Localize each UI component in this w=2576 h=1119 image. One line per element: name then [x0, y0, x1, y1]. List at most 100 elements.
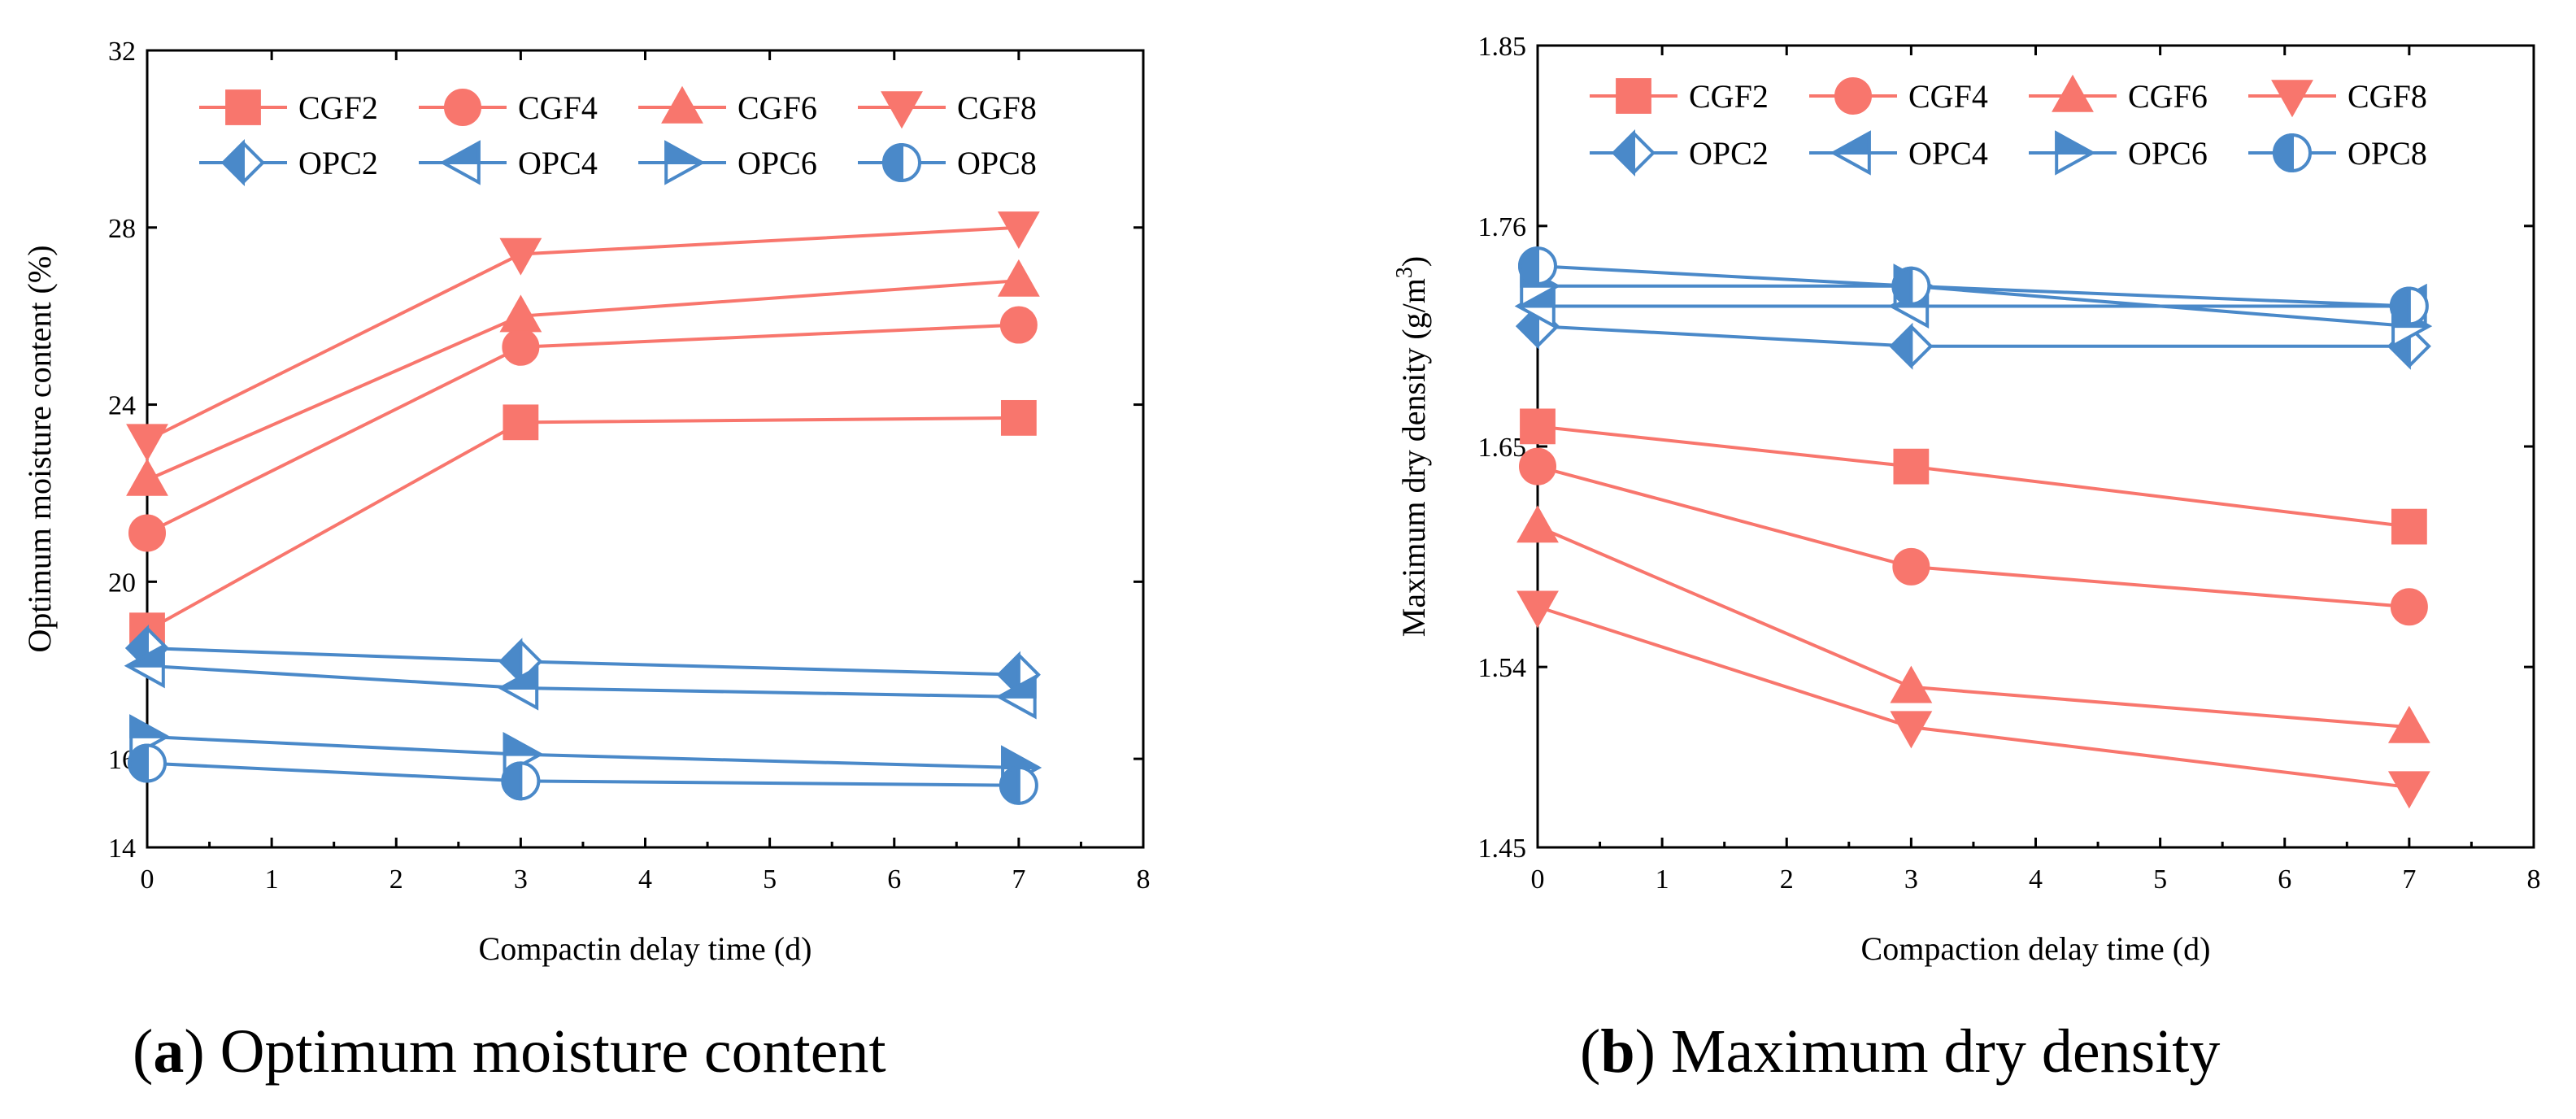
x-tick-label: 7 [2402, 864, 2416, 895]
series-cgf2 [129, 399, 1037, 649]
legend-item-cgf2: CGF2 [1590, 78, 1769, 115]
legend-marker [881, 91, 923, 129]
legend-item-cgf2: CGF2 [199, 89, 378, 126]
x-tick-label: 0 [141, 864, 154, 895]
legend-marker [1834, 77, 1872, 115]
legend-marker [439, 140, 481, 185]
y-tick-label: 1.54 [1478, 653, 1527, 683]
series-cgf4 [1519, 447, 2428, 626]
legend-item-opc4: OPC4 [1809, 130, 1988, 176]
data-point [997, 211, 1040, 250]
data-point [997, 259, 1040, 297]
series-line [1537, 605, 2410, 790]
legend-label: CGF4 [518, 89, 598, 126]
x-tick-label: 7 [1012, 864, 1025, 895]
data-point [1890, 665, 1933, 703]
data-point [499, 294, 542, 333]
data-point [1520, 408, 1556, 445]
y-tick-label: 24 [108, 391, 136, 421]
y-tick-label: 1.65 [1478, 433, 1527, 463]
legend-label: OPC6 [738, 145, 817, 181]
data-point [1519, 447, 1556, 485]
series-line [1537, 525, 2410, 729]
legend-label: OPC8 [957, 145, 1037, 181]
data-point [126, 458, 168, 496]
data-point [1891, 266, 1931, 306]
legend-marker [220, 138, 266, 187]
legend-label: CGF2 [298, 89, 378, 126]
caption-paren-open: ( [133, 1017, 153, 1086]
legend-marker [444, 89, 481, 126]
legend-label: CGF8 [2348, 78, 2427, 115]
series-cgf4 [128, 306, 1038, 552]
series-cgf6 [126, 259, 1040, 496]
legend-item-cgf4: CGF4 [1809, 77, 1988, 115]
series-line [146, 734, 1019, 769]
legend-item-opc6: OPC6 [2029, 130, 2208, 176]
x-tick-label: 4 [2029, 864, 2043, 895]
legend-marker [1616, 78, 1651, 114]
series-line [146, 279, 1020, 481]
legend-label: CGF6 [2128, 78, 2208, 115]
caption-text: Optimum moisture content [205, 1017, 886, 1086]
y-tick-label: 28 [108, 214, 136, 244]
legend-label: OPC4 [518, 145, 598, 181]
series-cgf8 [1516, 590, 2430, 809]
legend-label: OPC4 [1908, 135, 1988, 172]
legend-item-opc4: OPC4 [419, 140, 598, 185]
legend-item-opc2: OPC2 [199, 138, 378, 187]
x-axis-label: Compactin delay time (d) [479, 930, 812, 967]
y-tick-label: 1.76 [1478, 212, 1527, 242]
series-cgf8 [126, 211, 1040, 462]
caption-paren-close: ) [1635, 1017, 1656, 1086]
legend-marker [2271, 80, 2313, 118]
y-tick-label: 1.85 [1478, 32, 1527, 62]
y-axis-label-main: Optimum moisture content (%) [21, 245, 58, 652]
x-tick-label: 3 [514, 864, 528, 895]
series-line [146, 647, 1019, 677]
series-opc4 [124, 643, 1037, 720]
data-point [1889, 322, 1934, 370]
data-point [502, 328, 540, 366]
legend-marker [2052, 74, 2094, 112]
series-line [146, 416, 1019, 632]
legend: CGF2 CGF4 CGF6 CGF8 OPC2 OPC4 OPC6 OPC8 [1590, 74, 2427, 177]
series-line [1537, 324, 2409, 348]
data-point [1516, 590, 1559, 629]
data-point [1893, 448, 1930, 485]
series-line [146, 323, 1019, 535]
legend-label: OPC6 [2128, 135, 2208, 172]
caption-letter: a [153, 1017, 184, 1086]
x-tick-label: 0 [1531, 864, 1545, 895]
y-axis-label-main: Maximum dry density (g/m [1395, 278, 1432, 637]
x-axis-label: Compaction delay time (d) [1861, 930, 2211, 967]
series-cgf2 [1520, 408, 2427, 545]
series-line [1537, 464, 2410, 609]
y-axis-label: Maximum dry density (g/m3) [1392, 256, 1432, 637]
data-point [498, 665, 539, 711]
data-point [995, 674, 1037, 720]
data-point [2387, 771, 2430, 809]
legend-marker [661, 85, 703, 124]
data-point [126, 424, 168, 462]
data-point [999, 306, 1038, 344]
legend-item-opc6: OPC6 [638, 140, 817, 185]
legend-item-cgf6: CGF6 [2029, 74, 2208, 115]
data-point [503, 404, 539, 441]
series-opc6 [129, 714, 1042, 790]
x-tick-label: 6 [2278, 864, 2291, 895]
data-point [499, 237, 542, 276]
series-line [146, 761, 1019, 787]
data-point [2387, 705, 2430, 743]
series-opc2 [124, 624, 1041, 699]
legend-item-cgf8: CGF8 [2248, 78, 2427, 118]
y-tick-label: 14 [108, 834, 136, 864]
legend-label: CGF4 [1908, 78, 1988, 115]
x-tick-label: 4 [638, 864, 652, 895]
legend-item-opc8: OPC8 [858, 142, 1037, 183]
caption-paren-close: ) [184, 1017, 204, 1086]
x-tick-label: 1 [265, 864, 279, 895]
legend-item-cgf6: CGF6 [638, 85, 817, 126]
